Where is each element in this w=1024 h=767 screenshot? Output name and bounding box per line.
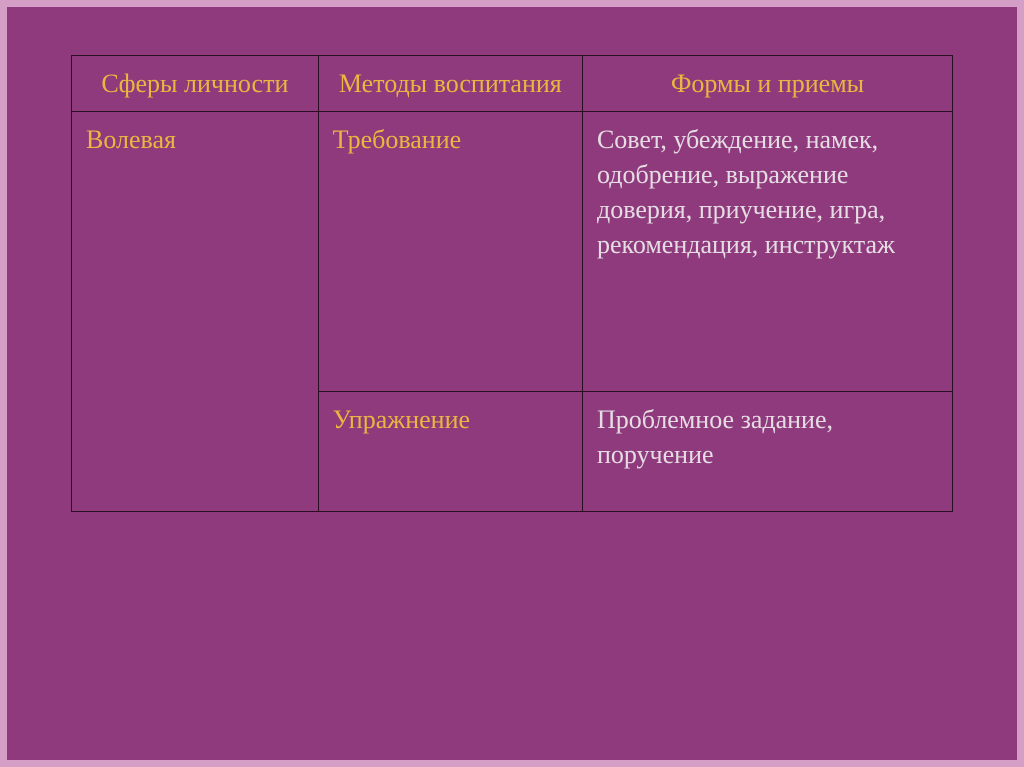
header-method: Методы воспитания [318,56,582,112]
cell-sphere: Волевая [72,112,319,512]
cell-method: Упражнение [318,392,582,512]
table-header-row: Сферы личности Методы воспитания Формы и… [72,56,953,112]
methods-table: Сферы личности Методы воспитания Формы и… [71,55,953,512]
table-row: Волевая Требование Совет, убеждение, нам… [72,112,953,392]
cell-forms: Проблемное задание, поручение [582,392,952,512]
slide-outer-frame: Сферы личности Методы воспитания Формы и… [0,0,1024,767]
slide-background: Сферы личности Методы воспитания Формы и… [7,7,1017,760]
header-forms: Формы и приемы [582,56,952,112]
cell-method: Требование [318,112,582,392]
header-sphere: Сферы личности [72,56,319,112]
cell-forms: Совет, убеждение, намек, одобрение, выра… [582,112,952,392]
